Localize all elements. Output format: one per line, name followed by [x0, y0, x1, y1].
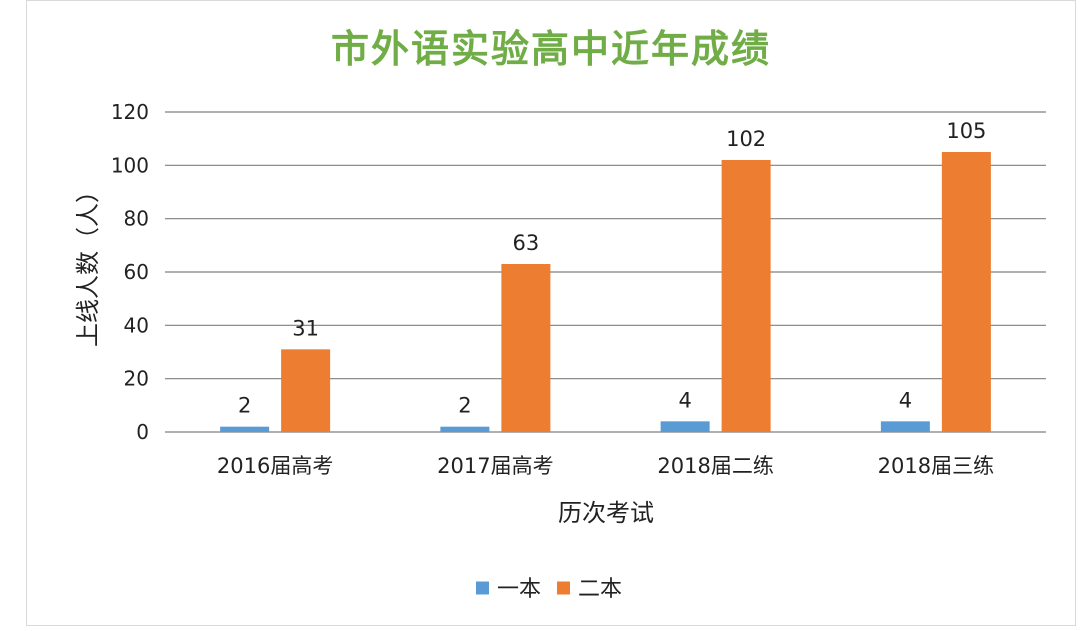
category-label: 2018届三练 [878, 454, 994, 478]
category-label: 2016届高考 [217, 454, 333, 478]
bar [660, 421, 710, 432]
bar [281, 349, 331, 432]
y-tick-label: 20 [124, 367, 149, 391]
data-label: 31 [292, 316, 319, 340]
y-tick-label: 80 [124, 207, 149, 231]
bar [440, 426, 490, 432]
category-label: 2018届二练 [657, 454, 773, 478]
data-labels: 2 31 2 63 4 102 4 105 [238, 119, 986, 418]
y-tick-labels: 0 20 40 60 80 100 120 [111, 100, 149, 444]
legend-label: 二本 [578, 577, 622, 602]
y-tick-label: 0 [136, 420, 149, 444]
bar [501, 264, 551, 432]
bar [220, 426, 270, 432]
bar [941, 152, 991, 432]
data-label: 2 [238, 394, 251, 418]
chart-title: 市外语实验高中近年成绩 [330, 26, 771, 71]
legend-swatch [557, 581, 570, 595]
category-label: 2017届高考 [437, 454, 553, 478]
y-tick-label: 40 [124, 313, 149, 337]
y-tick-label: 60 [124, 260, 149, 284]
data-label: 4 [899, 388, 912, 412]
data-label: 63 [513, 231, 540, 255]
x-axis-title: 历次考试 [558, 499, 654, 527]
bar [880, 421, 930, 432]
data-label: 105 [946, 119, 986, 143]
legend: 一本 二本 [476, 577, 622, 602]
data-label: 2 [458, 394, 471, 418]
y-axis-title: 上线人数（人） [74, 179, 102, 347]
category-labels: 2016届高考 2017届高考 2018届二练 2018届三练 [217, 454, 994, 478]
bars [220, 152, 991, 432]
bar [721, 160, 771, 432]
y-tick-label: 100 [111, 153, 149, 177]
chart-frame [26, 0, 1076, 626]
y-tick-label: 120 [111, 100, 149, 124]
data-label: 4 [678, 388, 691, 412]
data-label: 102 [726, 127, 766, 151]
legend-label: 一本 [497, 577, 541, 602]
legend-swatch [476, 581, 489, 595]
